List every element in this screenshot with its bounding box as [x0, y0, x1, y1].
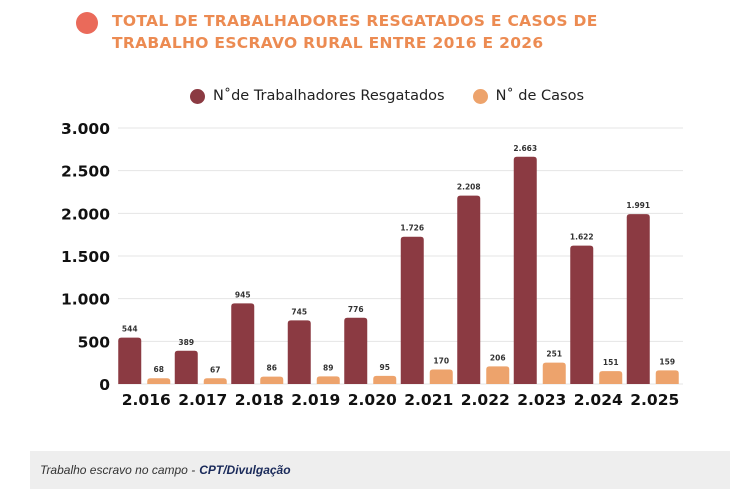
bar-casos — [486, 366, 510, 384]
chart-title-line-2: TRABALHO ESCRAVO RURAL ENTRE 2016 E 2026 — [112, 34, 544, 52]
data-label-resgatados: 389 — [178, 338, 194, 347]
data-label-casos: 86 — [267, 364, 277, 373]
data-label-casos: 170 — [433, 356, 449, 365]
bar-resgatados — [231, 303, 255, 384]
bar-casos — [147, 378, 171, 384]
bar-casos — [599, 371, 623, 384]
data-label-resgatados: 745 — [291, 307, 307, 316]
data-label-casos: 67 — [210, 365, 220, 374]
x-tick-label: 2.018 — [235, 391, 284, 409]
data-label-resgatados: 1.991 — [626, 201, 650, 210]
caption-credit: CPT/Divulgação — [199, 463, 291, 477]
data-label-casos: 151 — [603, 358, 619, 367]
y-tick-label: 1.500 — [61, 248, 110, 266]
chart-figure: TOTAL DE TRABALHADORES RESGATADOS E CASO… — [61, 10, 712, 409]
data-label-casos: 68 — [154, 365, 164, 374]
chart-title-line-1: TOTAL DE TRABALHADORES RESGATADOS E CASO… — [112, 12, 598, 30]
data-label-resgatados: 1.622 — [570, 233, 594, 242]
y-tick-label: 500 — [78, 333, 111, 351]
data-label-casos: 251 — [546, 350, 562, 359]
data-label-resgatados: 776 — [348, 305, 364, 314]
y-tick-label: 0 — [99, 376, 110, 394]
legend-swatch-resgatados — [190, 88, 205, 104]
bar-casos — [429, 369, 453, 384]
data-label-casos: 159 — [659, 357, 675, 366]
chart-legend: N˚de Trabalhadores Resgatados N˚ de Caso… — [190, 88, 612, 104]
bar-casos — [655, 370, 679, 384]
bar-resgatados — [570, 245, 594, 384]
bar-casos — [316, 376, 340, 384]
bar-resgatados — [400, 236, 424, 384]
bar-resgatados — [118, 337, 142, 384]
data-label-resgatados: 1.726 — [400, 224, 424, 233]
x-tick-label: 2.024 — [574, 391, 623, 409]
x-tick-label: 2.025 — [630, 391, 679, 409]
data-label-casos: 95 — [380, 363, 390, 372]
y-tick-label: 3.000 — [61, 120, 110, 138]
data-label-casos: 89 — [323, 363, 333, 372]
title-bullet-icon — [76, 12, 98, 34]
data-label-resgatados: 2.663 — [513, 144, 537, 153]
bar-casos — [203, 378, 227, 384]
legend-swatch-casos — [472, 88, 488, 104]
data-label-resgatados: 2.208 — [457, 183, 481, 192]
bar-chart: 0 500 1.000 1.500 2.000 2.500 3.000 544 68 2.016 3… — [61, 120, 683, 409]
bar-resgatados — [513, 156, 537, 384]
x-tick-label: 2.020 — [348, 391, 397, 409]
data-label-resgatados: 945 — [235, 290, 251, 299]
x-tick-label: 2.021 — [404, 391, 453, 409]
bar-resgatados — [174, 350, 198, 384]
legend-label-resgatados: N˚de Trabalhadores Resgatados — [213, 88, 445, 104]
bar-resgatados — [457, 195, 481, 384]
image-caption: Trabalho escravo no campo - CPT/Divulgaç… — [30, 451, 730, 489]
bar-casos — [260, 376, 284, 384]
y-tick-label: 1.000 — [61, 291, 110, 309]
bar-casos — [373, 375, 397, 384]
legend-item-casos: N˚ de Casos — [472, 88, 585, 104]
bar-resgatados — [287, 320, 311, 384]
x-tick-label: 2.022 — [461, 391, 510, 409]
x-tick-label: 2.023 — [517, 391, 566, 409]
legend-label-casos: N˚ de Casos — [495, 88, 585, 104]
data-label-casos: 206 — [490, 353, 506, 362]
bar-resgatados — [344, 317, 368, 384]
y-tick-label: 2.500 — [61, 163, 110, 181]
x-tick-label: 2.019 — [291, 391, 340, 409]
y-tick-label: 2.000 — [61, 205, 110, 223]
legend-item-resgatados: N˚de Trabalhadores Resgatados — [190, 88, 445, 104]
data-label-resgatados: 544 — [122, 325, 138, 334]
x-tick-label: 2.016 — [122, 391, 171, 409]
chart-title: TOTAL DE TRABALHADORES RESGATADOS E CASO… — [112, 10, 712, 54]
x-tick-label: 2.017 — [178, 391, 227, 409]
bar-resgatados — [626, 214, 650, 384]
caption-text: Trabalho escravo no campo - — [40, 463, 196, 477]
bar-casos — [542, 362, 566, 384]
